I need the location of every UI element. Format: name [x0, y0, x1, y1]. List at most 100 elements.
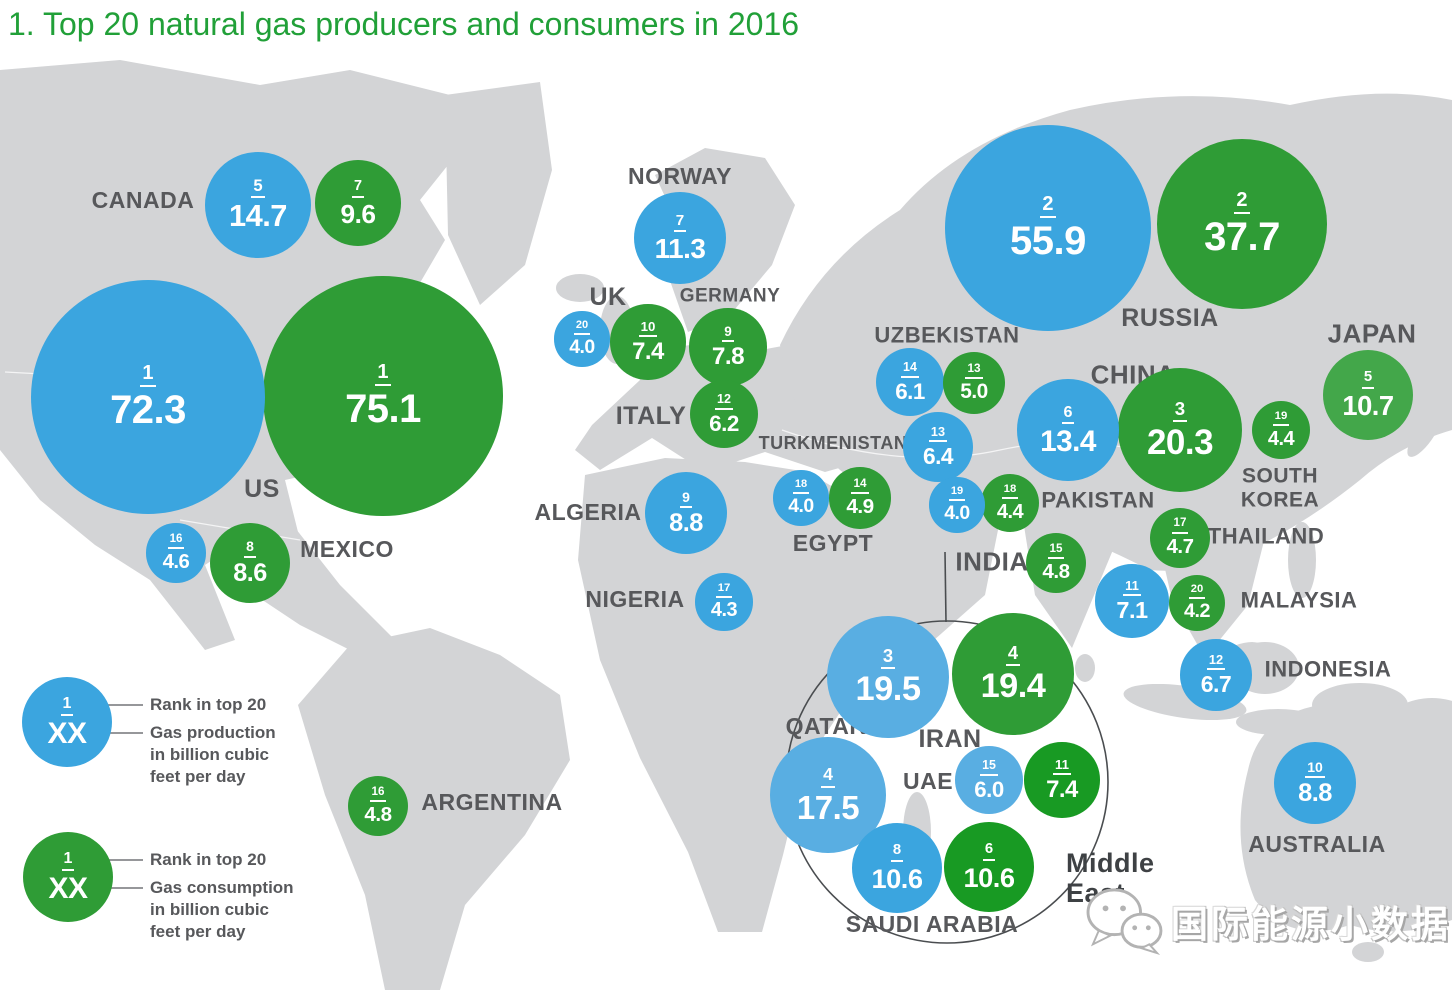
- bubble-value: 14.7: [229, 198, 287, 234]
- label-pakistan: PAKISTAN: [1041, 487, 1155, 513]
- bubble-production-norway: 7 11.3: [633, 191, 727, 285]
- bubble-value: 8.8: [669, 508, 703, 537]
- bubble-production-australia: 10 8.8: [1274, 742, 1356, 824]
- label-australia: AUSTRALIA: [1248, 831, 1386, 858]
- bubble-rank: 5: [251, 177, 265, 199]
- bubble-consumption-germany: 9 7.8: [689, 308, 767, 386]
- bubble-value: 7.4: [1046, 776, 1078, 804]
- bubble-value: 4.0: [944, 502, 970, 525]
- bubble-consumption-egypt: 14 4.9: [829, 467, 891, 529]
- label-saudi-arabia: SAUDI ARABIA: [845, 911, 1019, 938]
- legend-production-rank-label: Rank in top 20: [150, 695, 267, 714]
- bubble-value: 4.6: [162, 551, 190, 574]
- bubble-value: 6.7: [1200, 671, 1232, 698]
- bubble-rank: 18: [1001, 483, 1019, 500]
- bubble-value: 13.4: [1040, 424, 1096, 458]
- bubble-value: 7.1: [1116, 597, 1148, 624]
- legend-production-value-label: Gas production in billion cubic feet per…: [150, 723, 276, 786]
- bubble-value: 4.2: [1184, 600, 1210, 623]
- label-india: INDIA: [955, 546, 1029, 577]
- bubble-value: 4.9: [846, 494, 874, 518]
- bubble-production-algeria: 9 8.8: [645, 472, 727, 554]
- label-algeria: ALGERIA: [534, 499, 642, 526]
- bubble-rank: 1: [140, 363, 156, 388]
- bubble-value: 4.3: [710, 599, 738, 622]
- bubble-consumption-uzbekistan: 13 5.0: [943, 352, 1005, 414]
- bubble-rank: 7: [351, 179, 364, 198]
- watermark: 国际能源小数据: [1085, 886, 1451, 956]
- bubble-rank: 7: [673, 213, 687, 233]
- bubble-consumption-us: 1 75.1: [263, 276, 503, 516]
- label-norway: NORWAY: [628, 163, 732, 190]
- bubble-consumption-russia: 2 37.7: [1157, 139, 1327, 309]
- bubble-production-uk: 20 4.0: [554, 311, 610, 367]
- bubble-rank: 2: [1234, 190, 1250, 215]
- bubble-rank: 8: [890, 843, 904, 863]
- bubble-production-china: 6 13.4: [1017, 379, 1119, 481]
- bubble-value: 6.2: [709, 410, 739, 436]
- label-canada: CANADA: [91, 187, 195, 214]
- legend-consumption-rank-label: Rank in top 20: [150, 850, 267, 869]
- bubble-value: 4.8: [364, 803, 392, 827]
- bubble-rank: 10: [638, 320, 658, 338]
- label-japan: JAPAN: [1327, 318, 1417, 349]
- bubble-value: 8.6: [233, 558, 267, 587]
- label-argentina: ARGENTINA: [421, 789, 563, 816]
- bubble-production-mexico: 16 4.6: [146, 523, 206, 583]
- label-uk: UK: [589, 283, 627, 311]
- bubble-consumption-uae: 11 7.4: [1024, 742, 1100, 818]
- label-mexico: MEXICO: [300, 536, 394, 563]
- bubble-rank: 10: [1305, 760, 1325, 778]
- bubble-production-nigeria: 17 4.3: [695, 573, 753, 631]
- bubble-value: 17.5: [796, 788, 860, 826]
- bubble-value: 9.6: [340, 198, 376, 229]
- bubble-rank: 12: [715, 393, 733, 410]
- label-us: US: [244, 475, 280, 503]
- bubble-consumption-china: 3 20.3: [1117, 367, 1243, 493]
- bubble-rank: 6: [982, 842, 996, 862]
- bubble-value: 8.8: [1298, 778, 1332, 807]
- bubble-production-malaysia: 11 7.1: [1095, 564, 1169, 638]
- bubble-consumption-pakistan: 18 4.4: [981, 474, 1039, 532]
- bubble-production-russia: 2 55.9: [944, 124, 1152, 332]
- legend-consumption-symbol: 1 XX: [23, 832, 113, 922]
- legend-consumption-value-symbol: XX: [48, 871, 88, 905]
- bubble-production-saudi-arabia: 8 10.6: [852, 823, 942, 913]
- legend-consumption-rank-symbol: 1: [61, 850, 75, 871]
- watermark-text: 国际能源小数据: [1171, 904, 1451, 945]
- label-germany: GERMANY: [679, 285, 781, 307]
- bubble-production-turkmenistan: 13 6.4: [903, 412, 973, 482]
- bubble-production-pakistan: 19 4.0: [929, 477, 985, 533]
- bubble-value: 4.0: [788, 495, 814, 518]
- bubble-rank: 6: [1061, 403, 1075, 424]
- bubble-value: 20.3: [1146, 423, 1214, 463]
- legend-production-value-symbol: XX: [47, 716, 87, 750]
- bubble-consumption-thailand: 17 4.7: [1150, 508, 1210, 568]
- bubble-rank: 17: [715, 582, 733, 599]
- bubble-value: 19.4: [980, 667, 1046, 706]
- label-egypt: EGYPT: [792, 530, 874, 557]
- bubble-value: 37.7: [1204, 215, 1280, 260]
- bubble-rank: 1: [375, 362, 391, 387]
- bubble-value: 7.4: [632, 338, 664, 366]
- bubble-rank: 11: [1052, 758, 1071, 776]
- bubble-value: 4.7: [1166, 535, 1194, 559]
- bubble-consumption-mexico: 8 8.6: [209, 522, 291, 604]
- bubble-value: 4.4: [996, 501, 1024, 524]
- bubble-production-indonesia: 12 6.7: [1180, 639, 1252, 711]
- bubble-rank: 9: [680, 490, 692, 508]
- bubble-rank: 4: [1005, 643, 1021, 667]
- bubble-consumption-iran: 4 19.4: [952, 613, 1074, 735]
- bubble-rank: 4: [821, 765, 835, 788]
- bubble-rank: 3: [1172, 399, 1188, 423]
- bubble-rank: 2: [1040, 194, 1056, 219]
- bubble-production-egypt: 18 4.0: [773, 470, 829, 526]
- label-malaysia: MALAYSIA: [1240, 587, 1358, 613]
- bubble-value: 10.7: [1342, 390, 1394, 422]
- label-indonesia: INDONESIA: [1264, 656, 1392, 682]
- bubble-rank: 11: [1123, 579, 1141, 597]
- bubble-value: 4.4: [1267, 428, 1295, 451]
- bubble-production-canada: 5 14.7: [205, 152, 311, 258]
- legend-production-symbol: 1 XX: [22, 677, 112, 767]
- bubble-consumption-canada: 7 9.6: [315, 160, 401, 246]
